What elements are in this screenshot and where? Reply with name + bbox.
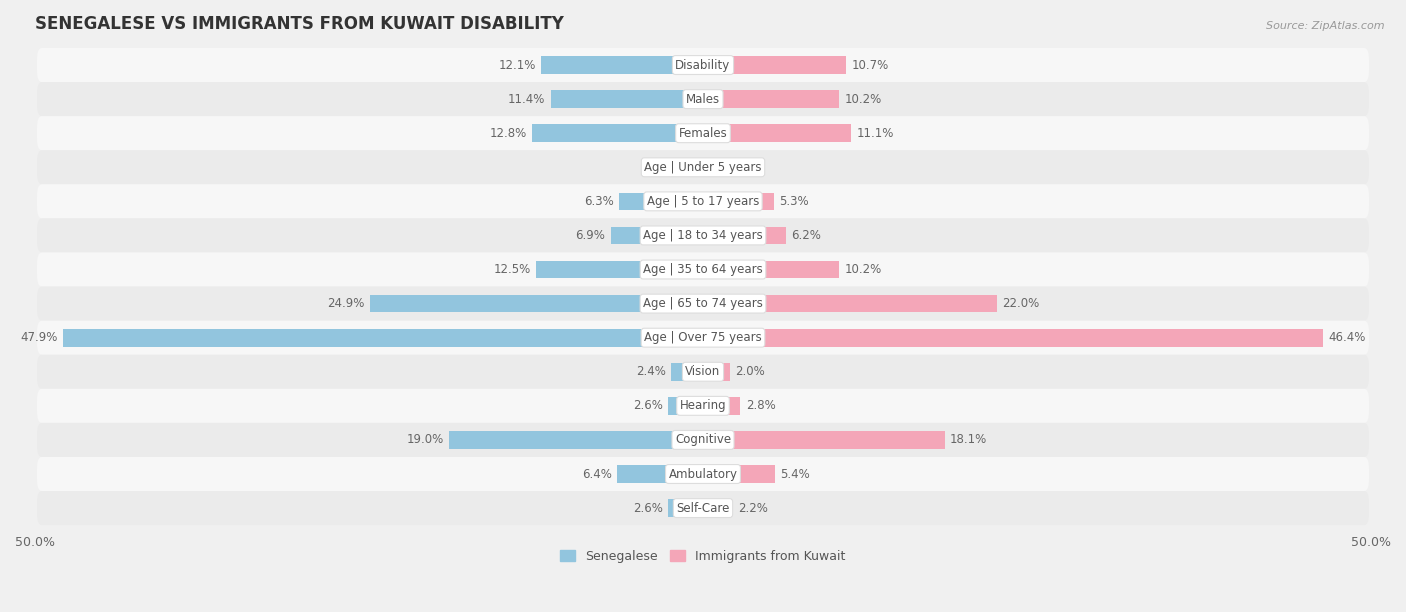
Text: 6.2%: 6.2% bbox=[792, 229, 821, 242]
Text: Cognitive: Cognitive bbox=[675, 433, 731, 446]
Text: 6.3%: 6.3% bbox=[583, 195, 613, 208]
Bar bbox=[703, 124, 851, 142]
Bar bbox=[541, 56, 703, 74]
Text: 6.4%: 6.4% bbox=[582, 468, 612, 480]
Text: 1.2%: 1.2% bbox=[652, 161, 682, 174]
Text: Source: ZipAtlas.com: Source: ZipAtlas.com bbox=[1267, 21, 1385, 31]
Text: 2.6%: 2.6% bbox=[633, 502, 662, 515]
Bar bbox=[671, 363, 703, 381]
Bar bbox=[551, 90, 703, 108]
Bar bbox=[536, 261, 703, 278]
Text: Age | Under 5 years: Age | Under 5 years bbox=[644, 161, 762, 174]
FancyBboxPatch shape bbox=[37, 321, 1369, 355]
Bar bbox=[63, 329, 703, 346]
Bar bbox=[610, 226, 703, 244]
Text: SENEGALESE VS IMMIGRANTS FROM KUWAIT DISABILITY: SENEGALESE VS IMMIGRANTS FROM KUWAIT DIS… bbox=[35, 15, 564, 33]
Text: 10.2%: 10.2% bbox=[845, 263, 882, 276]
Text: 2.6%: 2.6% bbox=[633, 400, 662, 412]
Bar bbox=[688, 159, 703, 176]
FancyBboxPatch shape bbox=[37, 423, 1369, 457]
Bar bbox=[703, 90, 839, 108]
FancyBboxPatch shape bbox=[37, 457, 1369, 491]
Legend: Senegalese, Immigrants from Kuwait: Senegalese, Immigrants from Kuwait bbox=[555, 545, 851, 568]
FancyBboxPatch shape bbox=[37, 253, 1369, 286]
FancyBboxPatch shape bbox=[37, 491, 1369, 525]
Bar bbox=[703, 226, 786, 244]
Text: Females: Females bbox=[679, 127, 727, 140]
Text: 10.2%: 10.2% bbox=[845, 92, 882, 106]
Text: Self-Care: Self-Care bbox=[676, 502, 730, 515]
Bar bbox=[449, 431, 703, 449]
Text: 2.0%: 2.0% bbox=[735, 365, 765, 378]
Text: Age | Over 75 years: Age | Over 75 years bbox=[644, 331, 762, 344]
Text: 18.1%: 18.1% bbox=[950, 433, 987, 446]
Text: 12.8%: 12.8% bbox=[489, 127, 527, 140]
FancyBboxPatch shape bbox=[37, 48, 1369, 82]
Text: Disability: Disability bbox=[675, 59, 731, 72]
FancyBboxPatch shape bbox=[37, 218, 1369, 253]
Text: 12.1%: 12.1% bbox=[499, 59, 536, 72]
Text: 1.2%: 1.2% bbox=[724, 161, 754, 174]
Text: 12.5%: 12.5% bbox=[494, 263, 530, 276]
Text: 46.4%: 46.4% bbox=[1329, 331, 1365, 344]
Bar bbox=[668, 499, 703, 517]
Text: Age | 35 to 64 years: Age | 35 to 64 years bbox=[643, 263, 763, 276]
Bar bbox=[617, 465, 703, 483]
Text: Males: Males bbox=[686, 92, 720, 106]
FancyBboxPatch shape bbox=[37, 184, 1369, 218]
Text: 19.0%: 19.0% bbox=[406, 433, 444, 446]
Text: Age | 5 to 17 years: Age | 5 to 17 years bbox=[647, 195, 759, 208]
Bar bbox=[370, 295, 703, 313]
Bar bbox=[703, 261, 839, 278]
Text: 2.4%: 2.4% bbox=[636, 365, 665, 378]
Text: 10.7%: 10.7% bbox=[851, 59, 889, 72]
Bar bbox=[703, 397, 741, 415]
Text: 24.9%: 24.9% bbox=[328, 297, 366, 310]
Bar bbox=[531, 124, 703, 142]
Bar bbox=[703, 193, 773, 211]
Text: 2.2%: 2.2% bbox=[738, 502, 768, 515]
Bar bbox=[703, 465, 775, 483]
Text: 6.9%: 6.9% bbox=[575, 229, 606, 242]
Text: 2.8%: 2.8% bbox=[745, 400, 776, 412]
Bar bbox=[703, 363, 730, 381]
Text: Age | 65 to 74 years: Age | 65 to 74 years bbox=[643, 297, 763, 310]
FancyBboxPatch shape bbox=[37, 82, 1369, 116]
Bar bbox=[703, 499, 733, 517]
FancyBboxPatch shape bbox=[37, 286, 1369, 321]
Bar bbox=[703, 295, 997, 313]
Text: 5.4%: 5.4% bbox=[780, 468, 810, 480]
Text: Age | 18 to 34 years: Age | 18 to 34 years bbox=[643, 229, 763, 242]
Bar bbox=[703, 431, 945, 449]
FancyBboxPatch shape bbox=[37, 355, 1369, 389]
Text: 22.0%: 22.0% bbox=[1002, 297, 1039, 310]
Text: 5.3%: 5.3% bbox=[779, 195, 808, 208]
Bar bbox=[703, 56, 846, 74]
Text: 11.4%: 11.4% bbox=[508, 92, 546, 106]
Bar bbox=[703, 329, 1323, 346]
Text: Vision: Vision bbox=[685, 365, 721, 378]
Text: 11.1%: 11.1% bbox=[856, 127, 894, 140]
Text: 47.9%: 47.9% bbox=[20, 331, 58, 344]
Text: Hearing: Hearing bbox=[679, 400, 727, 412]
FancyBboxPatch shape bbox=[37, 389, 1369, 423]
Bar bbox=[619, 193, 703, 211]
FancyBboxPatch shape bbox=[37, 116, 1369, 150]
FancyBboxPatch shape bbox=[37, 150, 1369, 184]
Bar bbox=[668, 397, 703, 415]
Text: Ambulatory: Ambulatory bbox=[668, 468, 738, 480]
Bar bbox=[703, 159, 718, 176]
